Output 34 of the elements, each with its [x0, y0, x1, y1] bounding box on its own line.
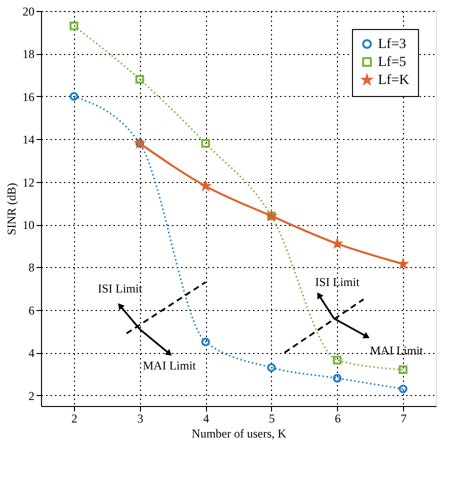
y-tick-label: 2: [28, 388, 34, 403]
y-tick-label: 20: [22, 4, 34, 18]
x-tick-label: 4: [203, 412, 210, 426]
y-tick-label: 6: [28, 303, 34, 318]
point: [332, 374, 342, 383]
x-tick-label: 3: [137, 412, 144, 426]
annotation: ISI Limit: [315, 275, 360, 290]
x-axis-title: Number of users, K: [192, 426, 287, 440]
legend-label: Lf=K: [378, 73, 410, 88]
y-tick-label: 18: [22, 47, 34, 62]
y-tick-label: 12: [22, 175, 34, 190]
point: [267, 363, 276, 372]
point: [70, 22, 78, 30]
y-axis-title: SINR (dB): [4, 182, 18, 236]
x-tick-label: 5: [268, 412, 275, 426]
x-tick-label: 7: [400, 412, 407, 426]
x-tick-label: 2: [71, 412, 78, 426]
y-tick-label: 10: [22, 218, 34, 232]
point: [135, 74, 144, 84]
point: [201, 139, 210, 148]
y-tick-label: 8: [28, 260, 34, 275]
point: [70, 92, 78, 101]
x-tick-label: 6: [334, 412, 341, 426]
point: [398, 365, 408, 374]
point: [332, 356, 342, 364]
legend-label: Lf=5: [378, 55, 406, 70]
y-tick-label: 14: [22, 132, 34, 147]
annotation: MAI Limit: [142, 358, 197, 372]
point: [398, 384, 408, 394]
point: [201, 338, 210, 346]
legend-label: Lf=3: [378, 37, 406, 52]
annotation: ISI Limit: [98, 282, 143, 296]
y-tick-label: 4: [28, 346, 34, 360]
y-tick-label: 16: [22, 90, 34, 104]
